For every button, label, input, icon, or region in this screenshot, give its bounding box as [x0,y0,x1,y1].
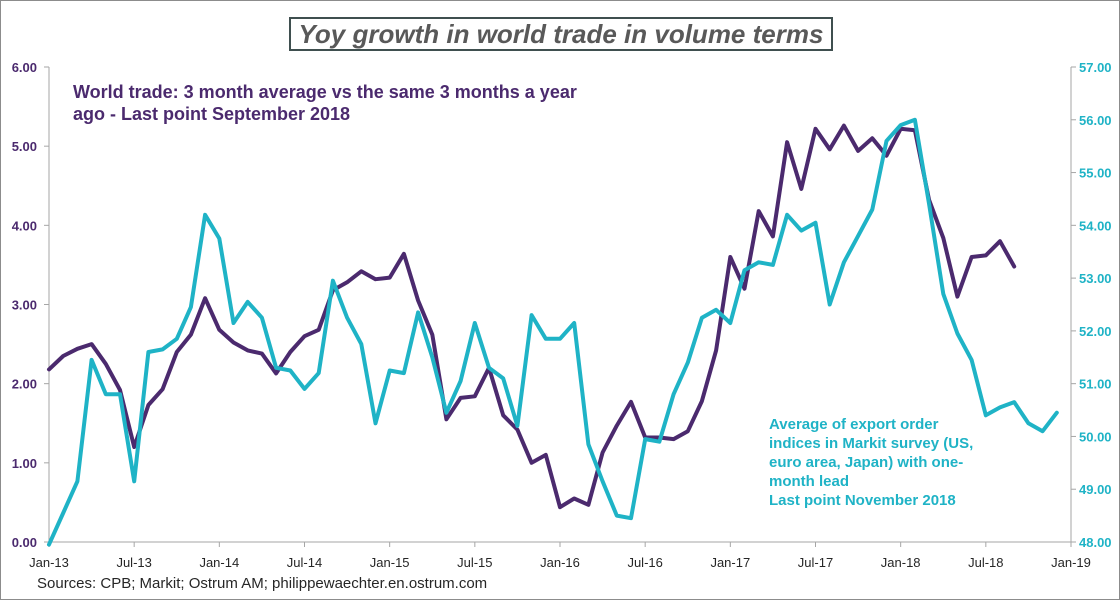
x-ticks: Jan-13 Jul-13 Jan-14 Jul-14 Jan-15 Jul-15 Jan-… [29,542,1091,570]
right-y-tick-label: 56.00 [1079,113,1112,128]
world-trade-annotation-line-1: World trade: 3 month average vs the same… [73,82,577,102]
left-y-tick-label: 2.00 [12,377,37,392]
left-y-tick-label: 6.00 [12,60,37,75]
x-tick-label: Jan-17 [710,555,750,570]
x-tick-label: Jul-17 [798,555,833,570]
markit-annotation-line-1: Average of export order [769,416,939,433]
world-trade-line [47,123,1017,510]
title-box: Yoy growth in world trade in volume term… [289,17,833,51]
left-y-tick-label: 0.00 [12,535,37,550]
x-tick-label: Jul-13 [116,555,151,570]
right-y-tick-label: 57.00 [1079,60,1112,75]
right-y-tick-label: 54.00 [1079,218,1112,233]
x-tick-label: Jul-16 [627,555,662,570]
x-tick-label: Jul-15 [457,555,492,570]
x-tick-label: Jul-18 [968,555,1003,570]
sources-note: Sources: CPB; Markit; Ostrum AM; philipp… [37,575,488,592]
left-y-tick-label: 1.00 [12,456,37,471]
markit-annotation-line-4: month lead [769,473,850,490]
right-y-tick-label: 49.00 [1079,482,1112,497]
left-y-tick-label: 5.00 [12,139,37,154]
markit-export-orders-line [47,117,1059,547]
right-y-tick-label: 48.00 [1079,535,1112,550]
right-y-ticks: 48.00 49.00 50.00 51.00 52.00 53.00 54.00 55.00… [1071,60,1112,550]
left-y-ticks: 0.00 1.00 2.00 3.00 4.00 5.00 6.00 [12,60,49,550]
world-trade-annotation: World trade: 3 month average vs the same… [73,81,577,125]
series-layer [47,117,1059,547]
left-y-tick-label: 4.00 [12,218,37,233]
markit-annotation: Average of export order indices in Marki… [769,415,973,510]
left-y-tick-label: 3.00 [12,298,37,313]
x-tick-label: Jul-14 [287,555,322,570]
right-y-tick-label: 50.00 [1079,429,1112,444]
x-tick-label: Jan-16 [540,555,580,570]
markit-annotation-line-5: Last point November 2018 [769,492,956,509]
markit-annotation-line-2: indices in Markit survey (US, [769,435,974,452]
x-tick-label: Jan-13 [29,555,69,570]
right-y-tick-label: 52.00 [1079,324,1112,339]
right-y-tick-label: 55.00 [1079,166,1112,181]
right-y-tick-label: 51.00 [1079,377,1112,392]
markit-annotation-line-3: euro area, Japan) with one- [769,454,964,471]
x-tick-label: Jan-14 [199,555,239,570]
x-tick-label: Jan-15 [370,555,410,570]
x-tick-label: Jan-18 [881,555,921,570]
right-y-tick-label: 53.00 [1079,271,1112,286]
x-tick-label: Jan-19 [1051,555,1091,570]
chart-title: Yoy growth in world trade in volume term… [298,18,824,49]
world-trade-annotation-line-2: ago - Last point September 2018 [73,104,351,124]
